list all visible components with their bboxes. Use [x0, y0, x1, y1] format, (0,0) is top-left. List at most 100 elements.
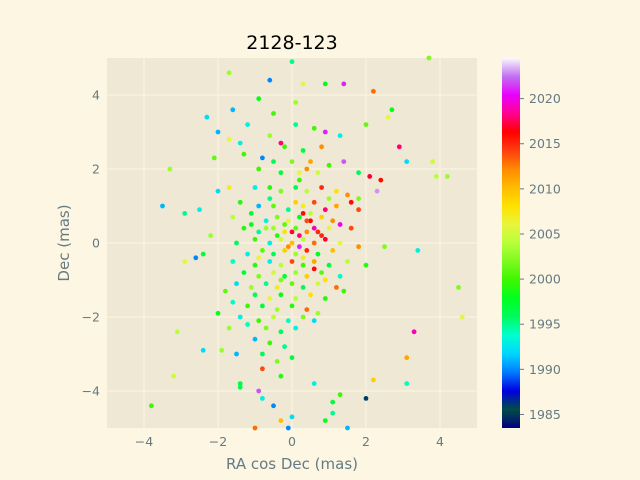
data-point — [322, 236, 328, 242]
data-point — [252, 262, 258, 268]
data-point — [459, 314, 465, 320]
data-point — [293, 296, 299, 301]
data-point — [426, 55, 432, 61]
data-point — [345, 192, 350, 198]
y-tick-label: 4 — [92, 88, 100, 103]
data-point — [297, 233, 302, 239]
data-point — [271, 225, 276, 231]
data-point — [230, 107, 236, 113]
data-point — [289, 159, 295, 165]
data-point — [304, 248, 310, 253]
data-point — [271, 270, 276, 275]
data-point — [304, 307, 310, 312]
data-point — [293, 251, 299, 257]
data-point — [285, 218, 291, 224]
data-point — [389, 107, 395, 113]
data-point — [289, 414, 295, 420]
data-point — [208, 233, 214, 239]
data-point — [237, 314, 243, 320]
data-point — [248, 222, 254, 227]
data-point — [256, 388, 262, 394]
data-point — [274, 285, 280, 290]
x-axis-label: RA cos Dec (mas) — [226, 455, 358, 473]
data-point — [404, 159, 410, 165]
data-point — [433, 174, 439, 179]
data-point — [367, 174, 373, 179]
data-point — [300, 203, 306, 209]
data-point — [326, 196, 332, 202]
data-point — [245, 322, 251, 327]
data-point — [245, 303, 251, 309]
data-point — [371, 88, 376, 94]
data-point — [278, 373, 284, 379]
data-point — [326, 162, 332, 168]
data-point — [260, 303, 265, 309]
data-point — [315, 229, 321, 235]
data-point — [237, 384, 243, 390]
data-point — [297, 170, 302, 176]
data-point — [404, 355, 410, 361]
data-point — [322, 418, 328, 423]
data-point — [289, 59, 295, 65]
data-point — [260, 248, 265, 253]
data-point — [182, 259, 188, 264]
data-point — [363, 262, 369, 268]
data-point — [263, 225, 269, 231]
data-point — [311, 266, 317, 272]
data-point — [256, 273, 262, 279]
data-point — [363, 396, 369, 401]
data-point — [300, 314, 306, 320]
data-point — [289, 303, 295, 309]
data-point — [308, 159, 313, 165]
data-point — [334, 188, 339, 194]
data-point — [160, 203, 165, 209]
data-point — [293, 225, 299, 231]
data-point — [311, 225, 317, 231]
data-point — [230, 214, 236, 220]
data-point — [319, 144, 324, 150]
x-tick-label: 4 — [436, 434, 444, 449]
data-point — [300, 285, 306, 290]
data-point — [322, 207, 328, 213]
data-point — [319, 214, 324, 220]
data-point — [337, 273, 343, 279]
x-tick-label: −4 — [135, 434, 153, 449]
data-point — [149, 403, 154, 409]
data-point — [237, 199, 243, 205]
data-point — [285, 207, 291, 213]
data-point — [278, 329, 284, 335]
data-point — [319, 270, 324, 275]
data-point — [241, 270, 247, 275]
data-point — [237, 140, 243, 146]
data-point — [223, 288, 228, 294]
data-point — [311, 125, 317, 131]
data-point — [230, 259, 236, 264]
y-tick-label: 0 — [92, 236, 100, 251]
colorbar-tick-label: 1990 — [529, 362, 561, 377]
data-point — [282, 344, 287, 349]
data-point — [271, 314, 276, 320]
y-tick-label: −4 — [82, 384, 100, 399]
data-point — [430, 159, 435, 165]
data-point — [297, 214, 302, 220]
data-point — [300, 236, 306, 242]
data-point — [200, 347, 206, 353]
colorbar-ticks: 1985 1990 1995 2000 2005 2010 2015 2020 — [520, 91, 561, 422]
colorbar-tick-label: 2000 — [529, 272, 561, 287]
data-points — [149, 55, 465, 431]
data-point — [311, 259, 317, 264]
data-point — [300, 255, 306, 261]
data-point — [252, 336, 258, 342]
data-point — [237, 381, 243, 386]
data-point — [293, 185, 299, 190]
data-point — [319, 185, 324, 190]
data-point — [356, 244, 361, 250]
data-point — [174, 329, 180, 335]
data-point — [374, 188, 380, 194]
data-point — [311, 240, 317, 246]
data-point — [260, 351, 265, 357]
data-point — [293, 100, 299, 105]
data-point — [245, 251, 251, 257]
data-point — [267, 196, 273, 202]
data-point — [371, 377, 376, 383]
